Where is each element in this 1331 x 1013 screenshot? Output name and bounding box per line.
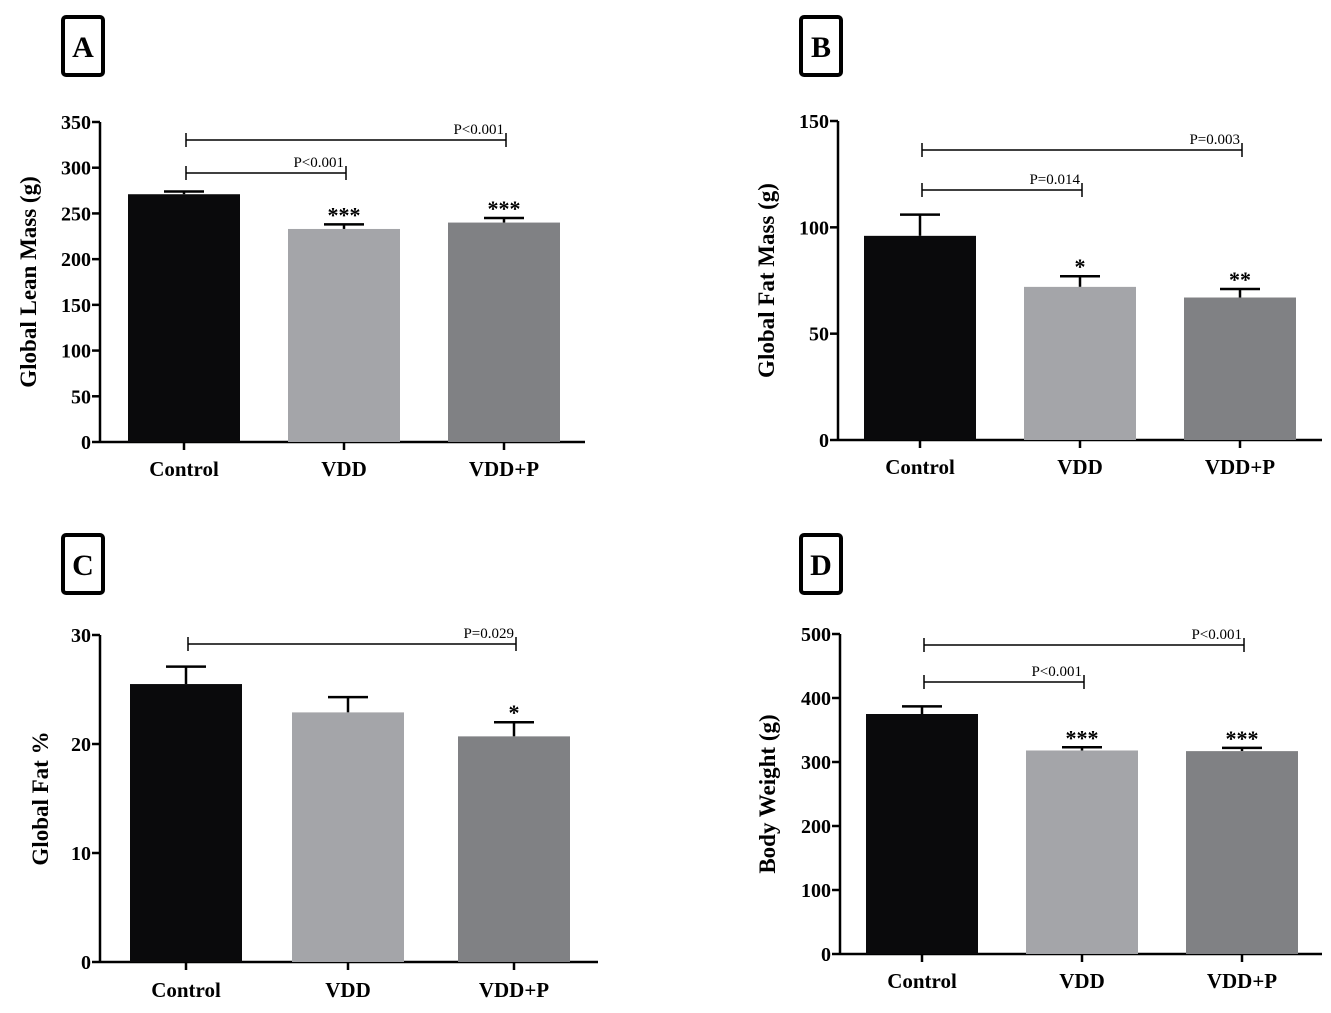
y-axis-label: Global Fat Mass (g) bbox=[754, 183, 779, 378]
y-tick-label: 300 bbox=[61, 158, 91, 180]
category-label: Control bbox=[885, 455, 955, 479]
category-label: Control bbox=[149, 457, 219, 481]
y-tick-label: 300 bbox=[801, 752, 831, 774]
y-axis-label: Global Fat % bbox=[28, 731, 53, 865]
significance-stars: *** bbox=[488, 196, 521, 221]
p-value-label: P<0.001 bbox=[293, 155, 344, 171]
y-tick-label: 0 bbox=[81, 432, 91, 454]
y-tick-label: 150 bbox=[799, 111, 829, 133]
panel-letter-box bbox=[799, 533, 843, 595]
panel-letter: B bbox=[811, 31, 831, 64]
y-axis-label: Body Weight (g) bbox=[755, 714, 780, 873]
bar-vdd bbox=[288, 228, 400, 442]
y-axis-label: Global Lean Mass (g) bbox=[16, 176, 41, 387]
category-label: VDD+P bbox=[479, 978, 549, 1002]
chart-panel-b: B 0 50 100 150 Global Fat Mass (g) Control * VDD… bbox=[754, 15, 1322, 479]
panel-letter-box bbox=[61, 15, 105, 77]
panel-letter-box bbox=[61, 533, 105, 595]
p-value-label: P<0.001 bbox=[1031, 664, 1082, 680]
bar-control bbox=[866, 714, 978, 954]
y-tick-label: 50 bbox=[71, 386, 91, 408]
y-tick-label: 150 bbox=[61, 295, 91, 317]
category-label: VDD bbox=[1059, 969, 1105, 993]
significance-stars: *** bbox=[328, 202, 361, 227]
bar-vdd-plusp bbox=[458, 736, 570, 962]
category-label: VDD bbox=[321, 457, 367, 481]
panel-letter: A bbox=[72, 31, 94, 64]
y-tick-label: 30 bbox=[71, 625, 91, 647]
y-tick-label: 350 bbox=[61, 112, 91, 134]
y-tick-label: 0 bbox=[81, 952, 91, 974]
panel-letter: C bbox=[72, 549, 94, 582]
y-tick-label: 200 bbox=[801, 816, 831, 838]
category-label: VDD bbox=[325, 978, 371, 1002]
y-tick-label: 200 bbox=[61, 249, 91, 271]
y-tick-label: 400 bbox=[801, 688, 831, 710]
p-value-label: P<0.001 bbox=[1191, 627, 1242, 643]
chart-panel-c: C 0 10 20 30 Global Fat % Control VDD * VDD+P P=0.… bbox=[28, 533, 598, 1002]
significance-stars: ** bbox=[1229, 267, 1251, 292]
bar-vdd-plusp bbox=[1184, 297, 1296, 440]
category-label: VDD+P bbox=[469, 457, 539, 481]
significance-stars: *** bbox=[1226, 726, 1259, 751]
y-tick-label: 100 bbox=[801, 880, 831, 902]
p-value-label: P=0.014 bbox=[1029, 172, 1080, 188]
y-tick-label: 10 bbox=[71, 843, 91, 865]
significance-stars: * bbox=[509, 700, 520, 725]
category-label: Control bbox=[887, 969, 957, 993]
p-value-label: P=0.003 bbox=[1189, 132, 1240, 148]
y-tick-label: 250 bbox=[61, 203, 91, 225]
bar-control bbox=[128, 194, 240, 442]
p-value-label: P<0.001 bbox=[453, 122, 504, 138]
chart-panel-d: D 0 100 200 300 400 500 Body Weight (g) Control *… bbox=[755, 533, 1322, 993]
bar-vdd-plusp bbox=[448, 222, 560, 442]
bar-vdd-plusp bbox=[1186, 751, 1298, 954]
panel-letter-box bbox=[799, 15, 843, 77]
bar-control bbox=[130, 684, 242, 962]
significance-stars: * bbox=[1075, 254, 1086, 279]
y-tick-label: 0 bbox=[819, 430, 829, 452]
y-tick-label: 20 bbox=[71, 734, 91, 756]
y-tick-label: 100 bbox=[61, 341, 91, 363]
y-tick-label: 100 bbox=[799, 217, 829, 239]
category-label: VDD bbox=[1057, 455, 1103, 479]
category-label: VDD+P bbox=[1205, 455, 1275, 479]
bar-vdd bbox=[1026, 750, 1138, 954]
bar-control bbox=[864, 235, 976, 440]
y-tick-label: 0 bbox=[821, 944, 831, 966]
y-tick-label: 50 bbox=[809, 324, 829, 346]
chart-panel-a: A 0 50 100 150 200 250 300 350 Global Lean Mass (… bbox=[16, 15, 585, 481]
p-value-label: P=0.029 bbox=[463, 626, 514, 642]
y-tick-label: 500 bbox=[801, 624, 831, 646]
bar-vdd bbox=[292, 712, 404, 962]
category-label: VDD+P bbox=[1207, 969, 1277, 993]
category-label: Control bbox=[151, 978, 221, 1002]
significance-stars: *** bbox=[1066, 725, 1099, 750]
bar-vdd bbox=[1024, 286, 1136, 440]
panel-letter: D bbox=[810, 549, 832, 582]
